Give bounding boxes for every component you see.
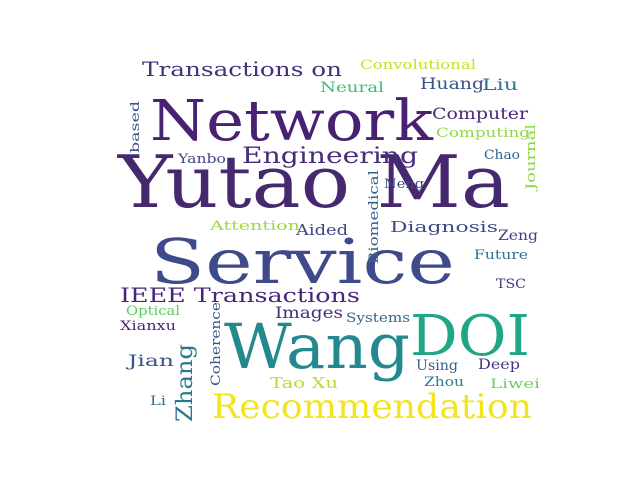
- word-attention: Attention: [209, 219, 301, 234]
- word-huang: Huang: [420, 74, 484, 93]
- word-network: Network: [150, 89, 434, 154]
- word-journal: Journal: [524, 124, 539, 193]
- word-xianxu: Xianxu: [120, 319, 176, 334]
- word-ieee-transactions: IEEE Transactions: [120, 283, 360, 307]
- word-future: Future: [474, 248, 528, 263]
- word-liwei: Liwei: [490, 377, 540, 392]
- word-convolutional: Convolutional: [360, 58, 476, 73]
- word-tao-xu: Tao Xu: [270, 374, 338, 392]
- word-zhou: Zhou: [424, 375, 464, 390]
- word-chao: Chao: [484, 148, 520, 163]
- word-neural: Neural: [320, 80, 385, 96]
- word-aided: Aided: [295, 221, 349, 239]
- word-wang: Wang: [224, 310, 410, 383]
- word-engineering: Engineering: [242, 144, 418, 169]
- word-yanbo: Yanbo: [177, 152, 226, 167]
- word-images: Images: [275, 303, 343, 322]
- word-liu: Liu: [482, 75, 518, 94]
- word-li: Li: [150, 394, 166, 409]
- word-diagnosis: Diagnosis: [390, 218, 498, 236]
- word-systems: Systems: [346, 311, 410, 326]
- word-doi: DOI: [410, 304, 530, 369]
- word-using: Using: [416, 358, 458, 374]
- word-jian: Jian: [125, 351, 174, 370]
- word-service: Service: [150, 225, 455, 298]
- word-transactions-on: Transactions on: [142, 57, 342, 81]
- word-biomedical: Biomedical: [367, 170, 382, 264]
- word-computing: Computing: [436, 126, 530, 141]
- word-neng: Neng: [384, 177, 424, 192]
- word-recommendation: Recommendation: [212, 387, 532, 427]
- word-coherence: Coherence: [209, 302, 224, 386]
- word-computer: Computer: [432, 104, 528, 123]
- word-based: based: [128, 101, 142, 153]
- word-zhang: Zhang: [173, 344, 198, 422]
- word-zeng: Zeng: [498, 228, 538, 244]
- word-yutao-ma: Yutao Ma: [117, 140, 510, 224]
- word-deep: Deep: [478, 357, 520, 373]
- word-tsc: TSC: [496, 277, 526, 292]
- word-optical: Optical: [126, 304, 180, 319]
